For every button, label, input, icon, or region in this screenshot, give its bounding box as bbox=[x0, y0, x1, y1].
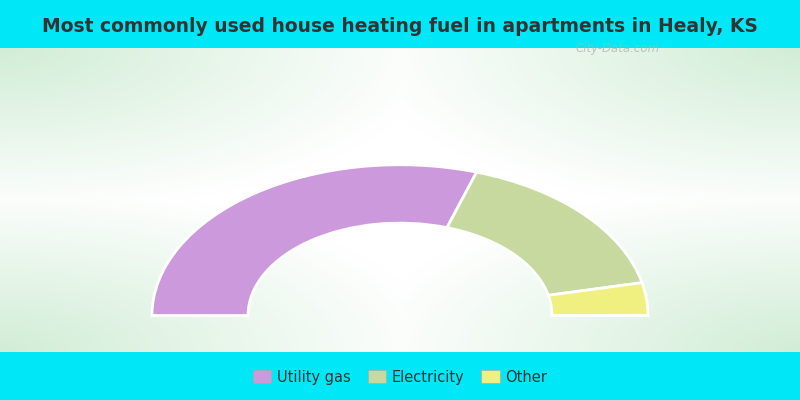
Text: City-Data.com: City-Data.com bbox=[576, 42, 660, 55]
Wedge shape bbox=[152, 165, 477, 316]
Wedge shape bbox=[447, 172, 642, 295]
Wedge shape bbox=[548, 283, 648, 316]
Legend: Utility gas, Electricity, Other: Utility gas, Electricity, Other bbox=[247, 364, 553, 391]
Text: Most commonly used house heating fuel in apartments in Healy, KS: Most commonly used house heating fuel in… bbox=[42, 16, 758, 36]
